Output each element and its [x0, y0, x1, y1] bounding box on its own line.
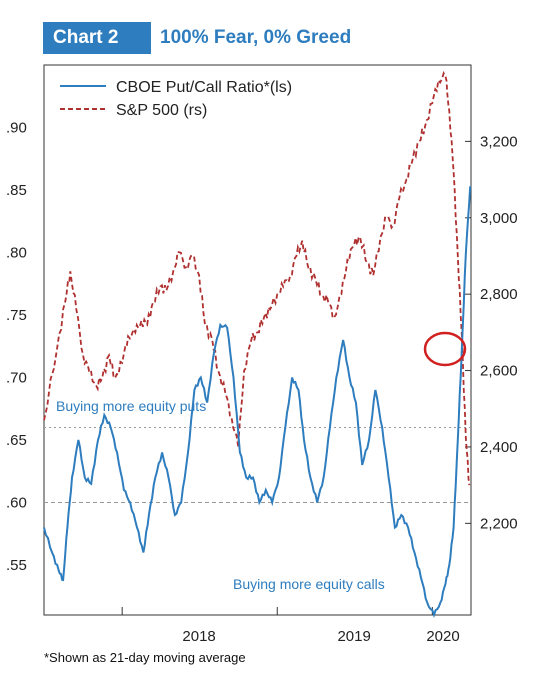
annotation-calls: Buying more equity calls — [233, 576, 385, 592]
reference-lines — [44, 427, 471, 503]
legend-put-call-label: CBOE Put/Call Ratio*(ls) — [116, 79, 292, 96]
left-tick-label: .85 — [6, 182, 27, 199]
x-tick-label: 2020 — [426, 628, 459, 645]
legend-sp500-label: S&P 500 (rs) — [116, 102, 207, 119]
highlight-circle — [423, 331, 467, 367]
right-tick-label: 2,400 — [480, 439, 518, 456]
x-axis-ticks: 2018 2019 2020 — [121, 607, 460, 645]
x-tick-label: 2018 — [182, 628, 215, 645]
left-tick-label: .75 — [6, 307, 27, 324]
left-tick-label: .60 — [6, 495, 27, 512]
footnote: *Shown as 21-day moving average — [44, 650, 246, 665]
left-tick-label: .90 — [6, 120, 27, 137]
chart-number-label: Chart 2 — [43, 22, 151, 54]
chart-title: 100% Fear, 0% Greed — [160, 27, 352, 48]
annotation-puts: Buying more equity puts — [56, 398, 206, 414]
x-tick-label: 2019 — [337, 628, 370, 645]
sp500-series-line — [43, 70, 471, 486]
plot-frame — [43, 64, 472, 616]
left-axis-ticks: .55 .60 .65 .70 .75 .80 .85 .90 — [6, 120, 27, 575]
left-tick-label: .55 — [6, 557, 27, 574]
put-call-series-line — [43, 186, 472, 619]
legend: CBOE Put/Call Ratio*(ls) S&P 500 (rs) — [60, 79, 292, 119]
left-tick-label: .65 — [6, 432, 27, 449]
right-tick-label: 2,800 — [480, 286, 518, 303]
left-tick-label: .80 — [6, 245, 27, 262]
right-tick-label: 2,200 — [480, 515, 518, 532]
right-axis-ticks: 2,200 2,400 2,600 2,800 3,000 3,200 — [465, 133, 518, 532]
right-tick-label: 2,600 — [480, 363, 518, 380]
left-tick-label: .70 — [6, 370, 27, 387]
right-tick-label: 3,200 — [480, 133, 518, 150]
right-tick-label: 3,000 — [480, 210, 518, 227]
